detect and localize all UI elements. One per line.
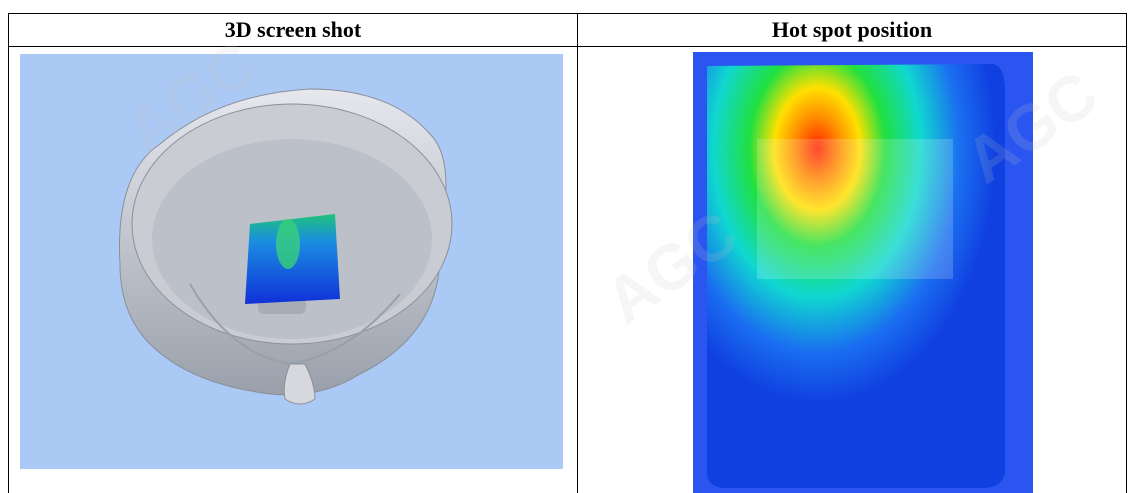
header-cell: 3D screen shot: [224, 17, 362, 42]
bowl-screenshot: [20, 54, 563, 469]
header-cell: Hot spot position: [771, 17, 933, 42]
heatmap: [693, 52, 1033, 493]
